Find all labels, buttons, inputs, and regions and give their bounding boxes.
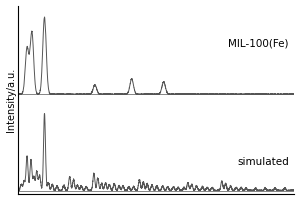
Y-axis label: Intensity/a.u.: Intensity/a.u.: [6, 68, 16, 132]
Text: MIL-100(Fe): MIL-100(Fe): [228, 38, 289, 48]
Text: simulated: simulated: [237, 157, 289, 167]
